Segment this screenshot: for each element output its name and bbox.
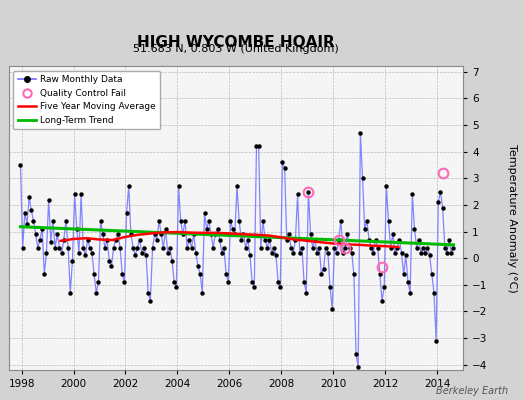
Y-axis label: Temperature Anomaly (°C): Temperature Anomaly (°C) <box>507 144 517 292</box>
Title: HIGH WYCOMBE HQAIR: HIGH WYCOMBE HQAIR <box>137 35 335 50</box>
Legend: Raw Monthly Data, Quality Control Fail, Five Year Moving Average, Long-Term Tren: Raw Monthly Data, Quality Control Fail, … <box>13 71 160 130</box>
Text: 51.683 N, 0.803 W (United Kingdom): 51.683 N, 0.803 W (United Kingdom) <box>133 44 339 54</box>
Text: Berkeley Earth: Berkeley Earth <box>436 386 508 396</box>
